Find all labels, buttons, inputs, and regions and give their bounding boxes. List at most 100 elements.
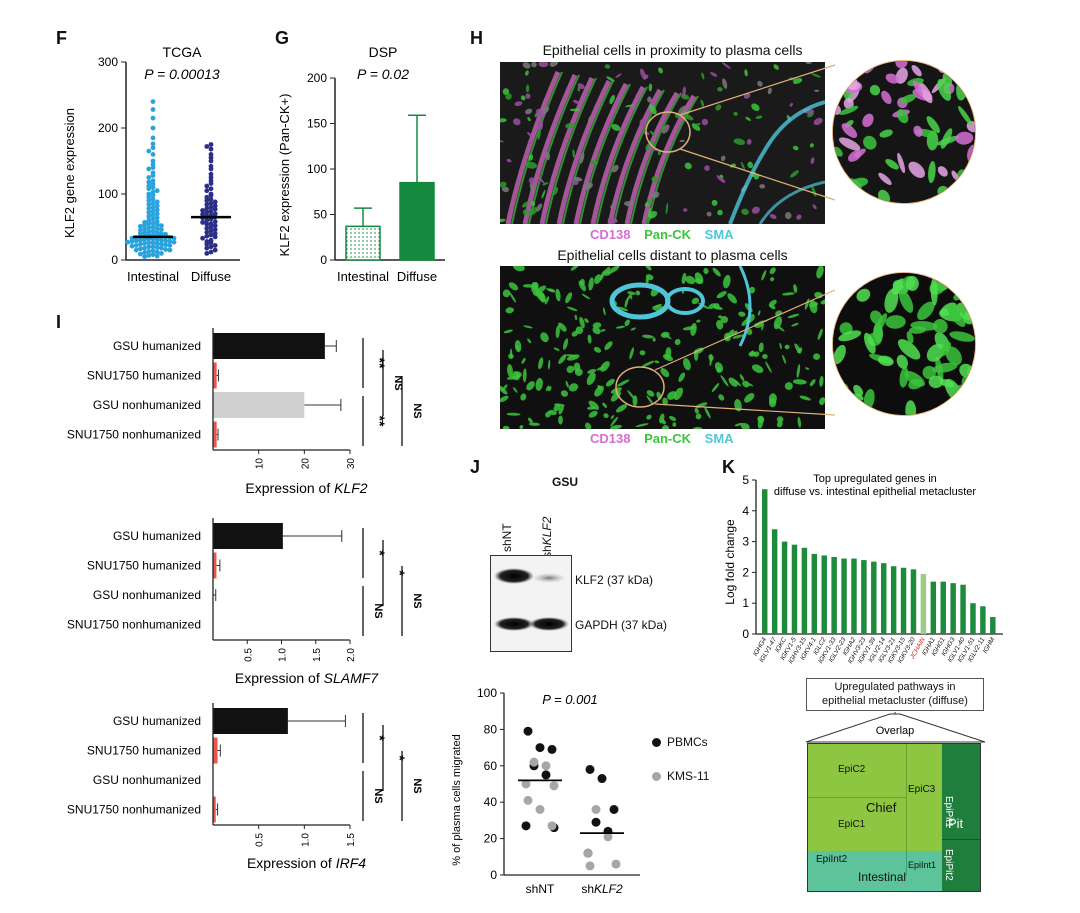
- h-bot-circ-cell: [949, 331, 975, 342]
- f-point: [167, 239, 173, 244]
- f-point: [142, 237, 147, 242]
- f-point: [212, 203, 218, 209]
- h-bot-cell: [509, 292, 517, 303]
- h-bot-cell: [553, 403, 565, 407]
- f-point: [208, 232, 214, 238]
- h-top-cell: [710, 72, 718, 77]
- i-xtick-label: 0.5: [255, 833, 266, 847]
- f-point: [142, 250, 147, 256]
- h-bot-cell: [635, 423, 649, 428]
- k-pathway-line2: epithelial metacluster (diffuse): [822, 695, 968, 707]
- h-top-cell: [549, 62, 559, 67]
- f-point: [208, 171, 214, 177]
- h-top-cell: [796, 214, 802, 220]
- h-top-cell: [759, 184, 766, 189]
- h-bot-cell: [558, 322, 567, 332]
- h-bot-cell: [685, 275, 696, 285]
- j-legend-pbmcs-label: PBMCs: [667, 735, 708, 749]
- h-bot-cell: [819, 397, 825, 406]
- h-top-fold: [539, 76, 595, 224]
- h-bot-cell: [704, 406, 711, 419]
- f-points-group: [125, 99, 231, 260]
- h-bot-cell: [553, 347, 560, 351]
- i-row-label: GSU humanized: [113, 339, 201, 353]
- h-top-cell: [552, 186, 559, 196]
- f-point: [133, 247, 139, 253]
- k-bar: [841, 558, 847, 634]
- f-point: [208, 166, 214, 172]
- f-point: [204, 218, 210, 223]
- j-western-blot: [490, 555, 572, 652]
- panel-i-charts: GSU humanized SNU1750 humanized GSU nonhum…: [67, 328, 423, 871]
- h-bot-cell: [528, 422, 541, 426]
- h-top-cell: [814, 89, 820, 92]
- h-top-cell: [501, 186, 510, 193]
- h-top-cell: [649, 130, 656, 137]
- h-legend-panck-2: Pan-CK: [644, 431, 692, 446]
- f-category-intestinal: Intestinal: [127, 269, 179, 284]
- h-legend-cd138-2: CD138: [590, 431, 631, 446]
- f-point: [204, 225, 210, 231]
- h-bot-cell: [734, 399, 742, 412]
- h-bot-cell: [566, 306, 578, 312]
- h-top-zoom-circle: [832, 60, 976, 204]
- h-bot-cell: [809, 379, 816, 387]
- f-point: [212, 243, 218, 248]
- j-point: [535, 743, 545, 753]
- j-point: [603, 832, 613, 842]
- h-top-cell: [683, 113, 694, 121]
- h-bot-cell: [816, 266, 824, 279]
- k-epiint1-label: EpiInt1: [908, 860, 937, 870]
- h-bot-circ-cell: [833, 344, 846, 365]
- f-point: [146, 252, 152, 258]
- f-point: [150, 135, 156, 141]
- h-top-cell: [645, 141, 654, 151]
- h-bot-cell: [603, 266, 611, 274]
- k-ytick-label: 4: [742, 504, 749, 518]
- h-bot-cell: [535, 289, 546, 302]
- f-point: [146, 148, 152, 154]
- h-top-cell: [573, 176, 583, 182]
- h-top-cell: [526, 84, 530, 93]
- h-top-circ-cell: [879, 129, 893, 138]
- h-bot-cell: [718, 394, 725, 401]
- h-top-cell: [745, 116, 751, 121]
- f-point: [146, 175, 152, 180]
- h-bot-cell: [787, 313, 800, 319]
- j-point: [585, 861, 595, 871]
- j-point: [591, 804, 601, 814]
- f-point: [208, 152, 214, 157]
- f-point: [204, 245, 210, 251]
- h-bot-circ-cell: [905, 275, 919, 291]
- g-y-label: KLF2 expression (Pan-CK+): [277, 94, 292, 257]
- h-bot-cell: [531, 282, 539, 291]
- h-bot-cell: [523, 325, 533, 329]
- h-bot-cell: [578, 280, 587, 292]
- h-bot-cell: [627, 390, 635, 400]
- f-point: [154, 211, 160, 217]
- panel-g-chart: DSP P = 0.02 0 50 100 150 200 KLF2 expressio…: [277, 44, 445, 284]
- h-top-circ-cell: [938, 66, 949, 74]
- h-bot-circ-cell: [932, 362, 958, 373]
- h-top-micrograph: [500, 62, 825, 224]
- f-point: [150, 141, 156, 147]
- h-top-fold-edge: [545, 77, 597, 224]
- f-point: [154, 199, 160, 205]
- f-point: [146, 210, 152, 215]
- f-point: [150, 220, 156, 226]
- h-bot-cell: [630, 327, 636, 331]
- h-bot-cell: [544, 296, 550, 305]
- h-top-cell: [658, 67, 663, 74]
- h-top-circ-cell: [897, 152, 906, 174]
- f-point: [150, 208, 156, 214]
- h-top-cell: [784, 212, 792, 220]
- h-bot-cell: [797, 416, 802, 428]
- j-band-klf2: KLF2 (37 kDa): [575, 573, 654, 587]
- h-bot-cell: [579, 316, 585, 329]
- h-bot-cell: [817, 328, 823, 340]
- h-top-cell: [607, 217, 618, 223]
- f-point: [146, 202, 152, 207]
- f-point: [150, 212, 156, 218]
- i-row-label: GSU nonhumanized: [93, 588, 201, 602]
- h-bot-cell: [610, 424, 622, 429]
